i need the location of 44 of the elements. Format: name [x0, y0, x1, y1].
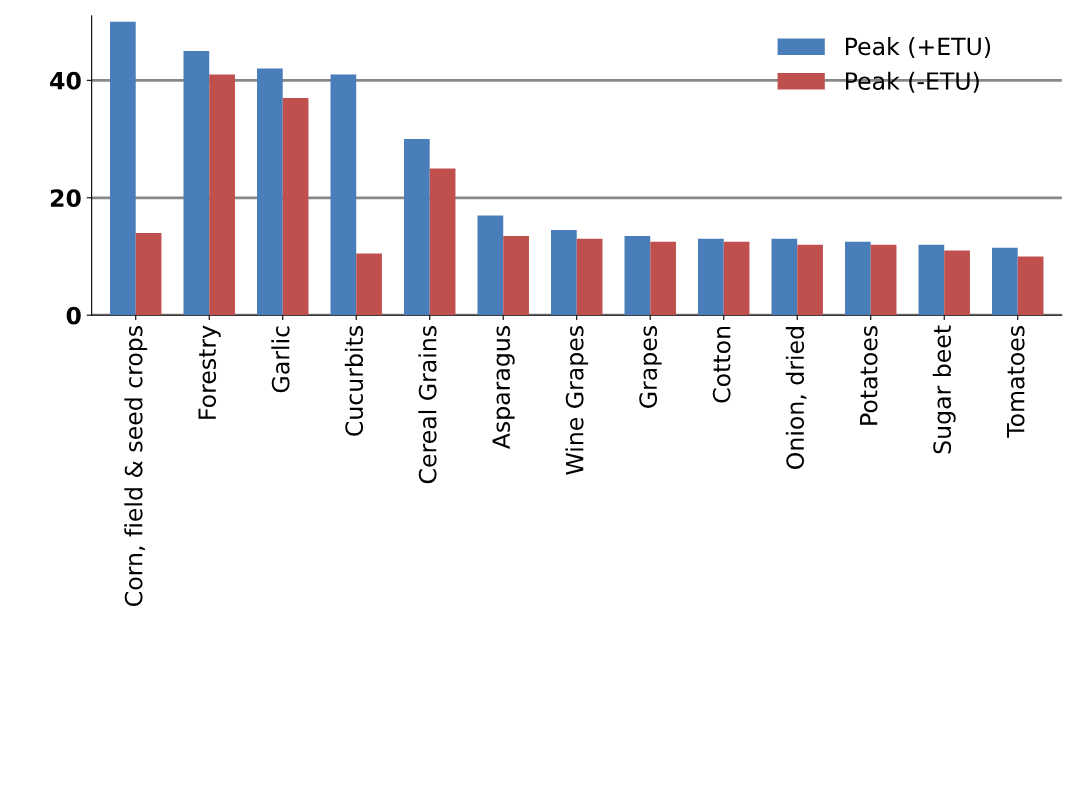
bar: [797, 244, 823, 316]
x-tick-label: Cereal Grains: [418, 326, 437, 484]
y-tick-label: 40: [50, 71, 81, 90]
legend-label: Peak (-ETU): [846, 71, 979, 93]
bar: [1017, 256, 1044, 316]
bar: [209, 74, 235, 316]
bar: [503, 235, 529, 316]
y-tick-label: 0: [66, 306, 81, 325]
bar: [477, 215, 504, 316]
bar: [404, 139, 430, 316]
bar: [624, 235, 651, 316]
x-tick-label: Tomatoes: [1007, 326, 1025, 438]
bar: [429, 168, 456, 316]
bar: [918, 244, 945, 316]
bar: [992, 247, 1018, 316]
bar: [870, 244, 897, 316]
bar: [771, 238, 798, 316]
x-tick-label: Cucurbits: [344, 326, 364, 436]
bar: [110, 21, 136, 316]
x-tick-label: Wine Grapes: [565, 326, 589, 475]
bar: [282, 97, 309, 316]
bar: [135, 233, 162, 316]
x-tick-label: Onion, dried: [785, 327, 807, 469]
bar: [845, 241, 871, 316]
y-tick-label: 20: [50, 189, 81, 208]
bar: [723, 241, 750, 316]
x-tick-label: Corn, field & seed crops: [124, 326, 148, 606]
x-tick-label: Potatoes: [860, 326, 878, 425]
x-tick-label: Cotton: [712, 326, 731, 403]
bar: [356, 253, 382, 316]
legend-label: Peak (+ETU): [846, 37, 991, 59]
bar: [551, 230, 577, 316]
x-tick-label: Sugar beet: [932, 325, 956, 454]
bar: [183, 50, 210, 316]
x-tick-label: Garlic: [271, 326, 290, 393]
bar: [650, 241, 676, 316]
x-tick-label: Forestry: [198, 325, 221, 419]
bar: [698, 238, 724, 316]
bar: [257, 68, 283, 316]
x-tick-label: Grapes: [639, 326, 662, 408]
bar: [576, 238, 603, 316]
bar: [944, 250, 970, 316]
x-tick-label: Asparagus: [492, 326, 515, 450]
bar: [330, 74, 357, 316]
